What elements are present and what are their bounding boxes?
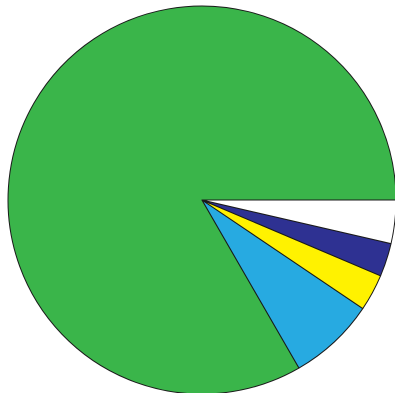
pie-slice-1 xyxy=(7,5,395,393)
pie-slices xyxy=(7,5,395,393)
